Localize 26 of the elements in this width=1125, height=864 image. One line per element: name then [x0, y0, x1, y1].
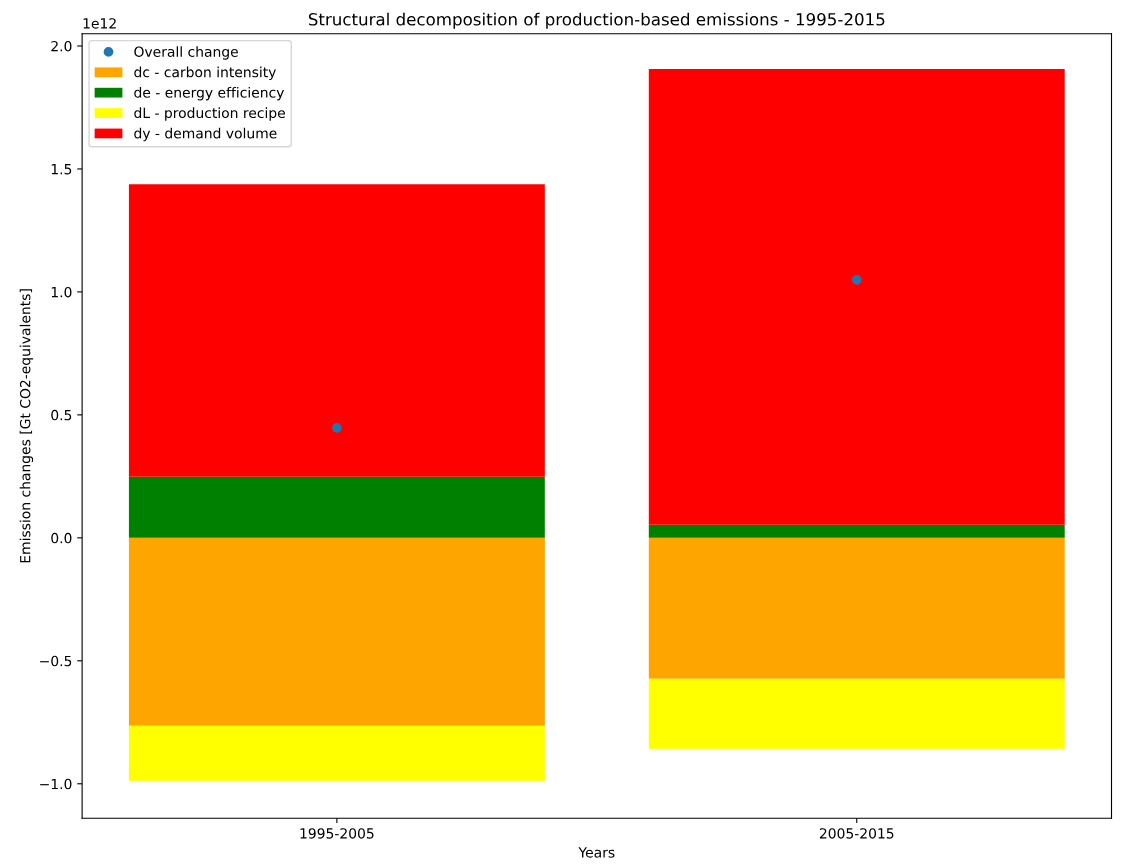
bar	[128, 184, 545, 477]
y-tick-label: 1.5	[51, 164, 72, 175]
legend-label: dL - production recipe	[134, 107, 285, 121]
legend-label: Overall change	[134, 46, 238, 60]
y-tick-label: 1.0	[51, 286, 72, 298]
chart-title: Structural decomposition of production-based emissions - 1995-2015	[308, 12, 885, 29]
y-tick-label: 0.0	[51, 532, 72, 544]
bar	[648, 537, 1065, 679]
bar	[128, 537, 545, 726]
bar	[128, 725, 545, 781]
bar	[128, 476, 545, 538]
bar	[648, 69, 1065, 525]
bar	[648, 524, 1065, 538]
y-tick-label: −0.5	[40, 655, 72, 667]
legend-label: dc - carbon intensity	[134, 66, 276, 81]
x-tick-label: 2005-2015	[819, 828, 894, 839]
y-tick-label: −1.0	[40, 778, 72, 790]
x-tick-label: 1995-2005	[300, 828, 374, 839]
y-axis-title: Emission changes [Gt CO2-equivalents]	[19, 289, 34, 563]
legend-label: de - energy efficiency	[134, 86, 284, 101]
text: 1e12	[83, 18, 116, 29]
bar	[648, 678, 1065, 749]
y-tick-label: 0.5	[51, 409, 72, 421]
x-axis-title: Years	[578, 847, 615, 858]
y-tick-label: 2.0	[51, 40, 72, 52]
legend-label: dy - demand volume	[134, 127, 277, 142]
